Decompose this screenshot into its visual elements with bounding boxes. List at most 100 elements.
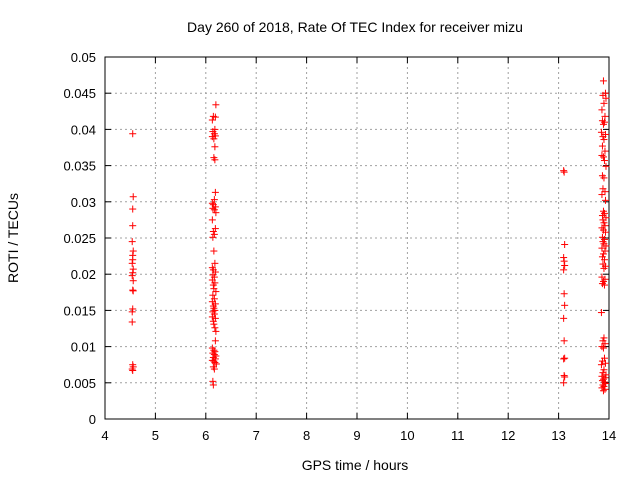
data-point bbox=[209, 381, 217, 389]
x-tick-labels: 4 5 6 7 8 9 10 11 12 13 14 bbox=[101, 428, 616, 443]
y-tick-label: 0.045 bbox=[63, 86, 96, 101]
data-point bbox=[597, 361, 605, 369]
data-point bbox=[129, 130, 137, 138]
data-point bbox=[560, 314, 568, 322]
data-point bbox=[598, 106, 606, 114]
data-point bbox=[600, 334, 608, 342]
chart-title: Day 260 of 2018, Rate Of TEC Index for r… bbox=[187, 19, 523, 35]
data-point bbox=[598, 384, 606, 392]
data-point bbox=[128, 318, 136, 326]
data-point bbox=[209, 317, 217, 325]
data-point bbox=[561, 354, 569, 362]
data-point bbox=[129, 265, 137, 273]
data-point bbox=[601, 196, 609, 204]
data-point bbox=[210, 196, 218, 204]
data-point bbox=[598, 343, 606, 351]
data-point bbox=[129, 205, 137, 213]
x-axis-label: GPS time / hours bbox=[302, 457, 409, 473]
y-tick-label: 0.015 bbox=[63, 303, 96, 318]
x-tick-label: 7 bbox=[253, 428, 260, 443]
grid-lines bbox=[105, 57, 609, 419]
y-tick-label: 0.02 bbox=[71, 267, 96, 282]
data-point bbox=[601, 340, 609, 348]
x-tick-label: 10 bbox=[400, 428, 414, 443]
data-point bbox=[598, 142, 606, 150]
data-point bbox=[600, 99, 608, 107]
data-point bbox=[598, 151, 606, 159]
data-point bbox=[210, 135, 218, 143]
data-point bbox=[129, 366, 137, 374]
y-tick-label: 0.05 bbox=[71, 50, 96, 65]
data-point bbox=[599, 387, 607, 395]
data-point bbox=[212, 360, 220, 368]
data-point bbox=[600, 219, 608, 227]
data-point bbox=[600, 264, 608, 272]
data-point bbox=[209, 377, 217, 385]
data-point bbox=[209, 233, 217, 241]
data-point bbox=[602, 94, 610, 102]
data-point bbox=[561, 301, 569, 309]
data-points bbox=[128, 77, 610, 395]
data-point bbox=[210, 230, 218, 238]
data-point bbox=[602, 242, 610, 250]
data-point bbox=[599, 250, 607, 258]
data-point bbox=[599, 381, 607, 389]
data-point bbox=[599, 344, 607, 352]
data-point bbox=[129, 287, 137, 295]
data-point bbox=[209, 204, 217, 212]
data-point bbox=[601, 385, 609, 393]
x-tick-label: 12 bbox=[501, 428, 515, 443]
data-point bbox=[561, 373, 569, 381]
data-point bbox=[560, 337, 568, 345]
data-point bbox=[600, 281, 608, 289]
data-point bbox=[209, 227, 217, 235]
data-point bbox=[210, 247, 218, 255]
data-point bbox=[599, 153, 607, 161]
x-tick-label: 5 bbox=[152, 428, 159, 443]
data-point bbox=[598, 191, 606, 199]
data-point bbox=[598, 372, 606, 380]
data-point bbox=[560, 168, 568, 176]
data-point bbox=[129, 269, 137, 277]
data-point bbox=[561, 241, 569, 249]
data-point bbox=[208, 116, 216, 124]
y-tick-label: 0 bbox=[89, 412, 96, 427]
data-point bbox=[598, 212, 606, 220]
y-tick-label: 0.005 bbox=[63, 376, 96, 391]
data-point bbox=[600, 174, 608, 182]
data-point bbox=[560, 254, 568, 262]
data-point bbox=[599, 91, 607, 99]
data-point bbox=[128, 272, 136, 280]
data-point bbox=[560, 266, 568, 274]
data-point bbox=[129, 193, 137, 201]
data-point bbox=[560, 290, 568, 298]
data-point bbox=[601, 112, 609, 120]
data-point bbox=[209, 291, 217, 299]
data-point bbox=[211, 324, 219, 332]
data-point bbox=[128, 259, 136, 267]
y-axis-label: ROTI / TECUs bbox=[5, 193, 21, 283]
data-point bbox=[600, 378, 608, 386]
data-point bbox=[601, 359, 609, 367]
data-point bbox=[601, 247, 609, 255]
x-tick-label: 11 bbox=[451, 428, 465, 443]
x-tick-label: 4 bbox=[101, 428, 108, 443]
data-point bbox=[129, 256, 137, 264]
y-tick-label: 0.03 bbox=[71, 195, 96, 210]
data-point bbox=[212, 209, 220, 217]
data-point bbox=[208, 313, 216, 321]
data-point bbox=[211, 359, 219, 367]
data-point bbox=[210, 206, 218, 214]
x-tick-label: 13 bbox=[551, 428, 565, 443]
axis-ticks bbox=[104, 56, 610, 420]
data-point bbox=[128, 308, 136, 316]
data-point bbox=[211, 156, 219, 164]
x-tick-label: 9 bbox=[353, 428, 360, 443]
data-point bbox=[601, 228, 609, 236]
data-point bbox=[601, 147, 609, 155]
data-point bbox=[129, 247, 137, 255]
x-tick-label: 6 bbox=[202, 428, 209, 443]
data-point bbox=[210, 365, 218, 373]
data-point bbox=[560, 372, 568, 380]
